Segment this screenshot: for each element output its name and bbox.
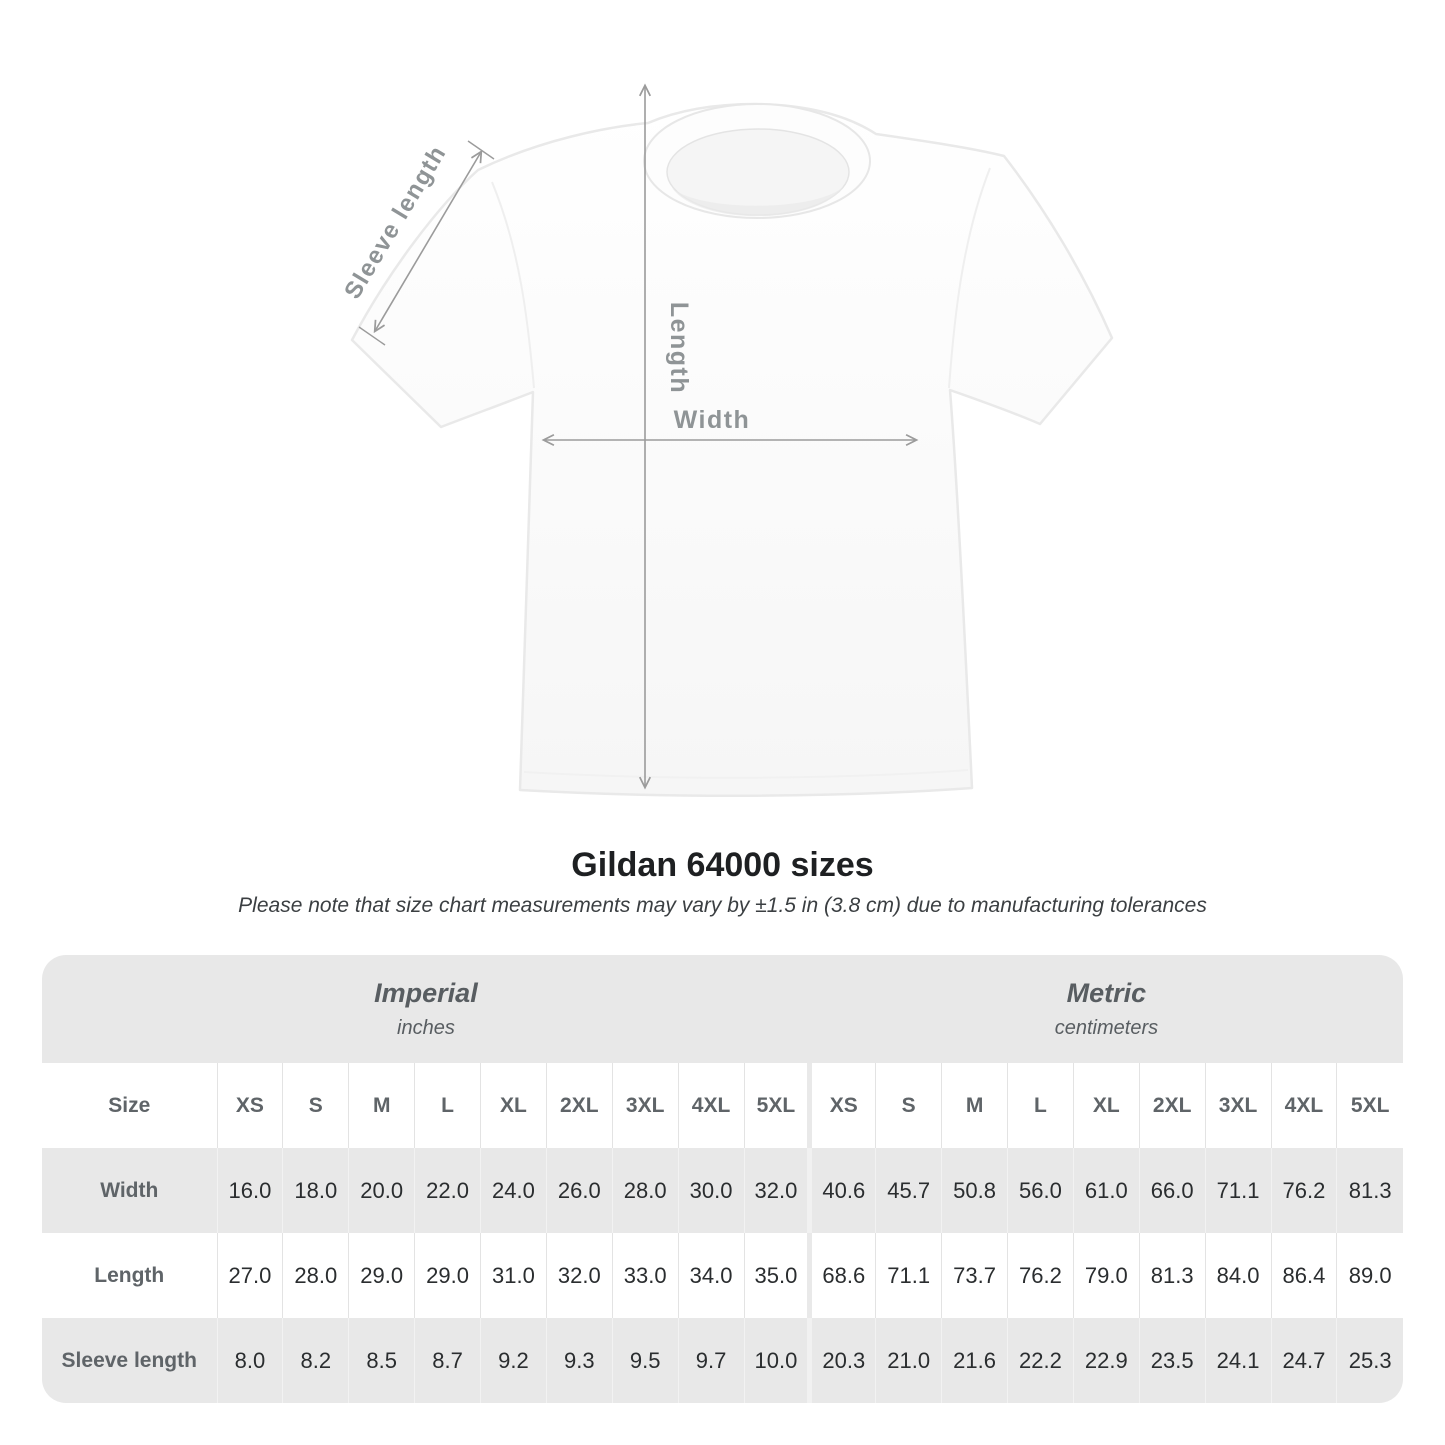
value-cell: 8.0 (216, 1318, 283, 1403)
size-col-imperial-4xl: 4XL (677, 1063, 744, 1148)
value-cell: 9.3 (545, 1318, 613, 1403)
imperial-unit: inches (397, 1016, 455, 1039)
value-cell: 28.0 (611, 1148, 679, 1233)
value-cell: 81.3 (1336, 1148, 1403, 1233)
value-cell: 29.0 (414, 1233, 481, 1318)
value-cell: 25.3 (1336, 1318, 1403, 1403)
value-cell: 31.0 (480, 1233, 547, 1318)
value-cell: 45.7 (875, 1148, 942, 1233)
size-col-metric-s: S (875, 1063, 942, 1148)
value-cell: 66.0 (1138, 1148, 1206, 1233)
value-cell: 8.7 (414, 1318, 481, 1403)
measure-row-length: Length 27.0 28.0 29.0 29.0 31.0 32.0 33.0 34.0 35… (42, 1233, 1403, 1318)
row-label: Width (100, 1178, 159, 1202)
size-col-metric-xs: XS (807, 1063, 876, 1148)
value-cell: 21.0 (875, 1318, 942, 1403)
tshirt-measurement-diagram: Sleeve length Length Width (339, 0, 1114, 798)
length-label: Length (665, 302, 693, 394)
width-label: Width (674, 406, 751, 434)
value-cell: 71.1 (1204, 1148, 1271, 1233)
value-cell: 22.9 (1072, 1318, 1140, 1403)
size-header-row: Size XS S M L XL 2XL 3XL 4XL 5XL XS S M L XL 2XL 3XL 4XL… (42, 1063, 1403, 1148)
tshirt-illustration (350, 102, 1114, 798)
value-cell: 22.0 (414, 1148, 481, 1233)
size-col-metric-4xl: 4XL (1270, 1063, 1337, 1148)
measurement-arrows (358, 86, 916, 787)
measure-row-sleeve-length: Sleeve length 8.0 8.2 8.5 8.7 9.2 9.3 9.5 9.7 10.… (42, 1318, 1403, 1403)
value-cell: 89.0 (1336, 1233, 1403, 1318)
value-cell: 20.3 (807, 1318, 876, 1403)
value-cell: 32.0 (743, 1148, 810, 1233)
size-column-header: Size (108, 1093, 151, 1117)
value-cell: 71.1 (875, 1233, 942, 1318)
size-col-imperial-xs: XS (216, 1063, 283, 1148)
value-cell: 24.1 (1204, 1318, 1271, 1403)
value-cell: 76.2 (1007, 1233, 1074, 1318)
value-cell: 61.0 (1072, 1148, 1140, 1233)
value-cell: 33.0 (611, 1233, 679, 1318)
size-col-metric-m: M (941, 1063, 1008, 1148)
value-cell: 22.2 (1007, 1318, 1074, 1403)
row-label: Sleeve length (61, 1348, 197, 1372)
value-cell: 24.7 (1270, 1318, 1337, 1403)
measure-row-width: Width 16.0 18.0 20.0 22.0 24.0 26.0 28.0 30.0 32.… (42, 1148, 1403, 1233)
size-col-metric-5xl: 5XL (1336, 1063, 1403, 1148)
section-header-row: Imperial inches Metric centimeters (42, 955, 1403, 1063)
value-cell: 35.0 (743, 1233, 810, 1318)
tolerance-note: Please note that size chart measurements… (238, 894, 1207, 917)
page-title: Gildan 64000 sizes (571, 846, 874, 884)
size-col-imperial-xl: XL (480, 1063, 547, 1148)
metric-section-header: Metric centimeters (809, 955, 1403, 1063)
value-cell: 23.5 (1138, 1318, 1206, 1403)
value-cell: 81.3 (1138, 1233, 1206, 1318)
size-chart-table: Imperial inches Metric centimeters Size … (42, 955, 1403, 1403)
sleeve-arrow (375, 152, 481, 331)
value-cell: 30.0 (677, 1148, 744, 1233)
value-cell: 79.0 (1072, 1233, 1140, 1318)
size-col-imperial-3xl: 3XL (611, 1063, 679, 1148)
value-cell: 8.2 (282, 1318, 349, 1403)
value-cell: 18.0 (282, 1148, 349, 1233)
value-cell: 24.0 (480, 1148, 547, 1233)
size-col-imperial-5xl: 5XL (743, 1063, 810, 1148)
size-col-metric-3xl: 3XL (1204, 1063, 1271, 1148)
size-col-imperial-l: L (414, 1063, 481, 1148)
value-cell: 76.2 (1270, 1148, 1337, 1233)
size-col-metric-l: L (1007, 1063, 1074, 1148)
metric-label: Metric (1066, 978, 1147, 1009)
value-cell: 86.4 (1270, 1233, 1337, 1318)
value-cell: 16.0 (216, 1148, 283, 1233)
value-cell: 40.6 (807, 1148, 876, 1233)
value-cell: 32.0 (545, 1233, 613, 1318)
value-cell: 20.0 (348, 1148, 415, 1233)
value-cell: 28.0 (282, 1233, 349, 1318)
value-cell: 68.6 (807, 1233, 876, 1318)
row-label: Length (94, 1263, 165, 1287)
sleeve-arrow-tick-top (467, 140, 495, 160)
value-cell: 10.0 (743, 1318, 810, 1403)
value-cell: 27.0 (216, 1233, 283, 1318)
value-cell: 50.8 (941, 1148, 1008, 1233)
sleeve-arrow-tick-bottom (358, 326, 386, 346)
table-body: Width 16.0 18.0 20.0 22.0 24.0 26.0 28.0 30.0 32.… (42, 1148, 1403, 1403)
size-col-imperial-s: S (282, 1063, 349, 1148)
value-cell: 21.6 (941, 1318, 1008, 1403)
value-cell: 9.5 (611, 1318, 679, 1403)
imperial-section-header: Imperial inches (42, 955, 810, 1063)
imperial-label: Imperial (374, 978, 478, 1009)
value-cell: 8.5 (348, 1318, 415, 1403)
value-cell: 73.7 (941, 1233, 1008, 1318)
value-cell: 34.0 (677, 1233, 744, 1318)
value-cell: 26.0 (545, 1148, 613, 1233)
value-cell: 9.7 (677, 1318, 744, 1403)
value-cell: 29.0 (348, 1233, 415, 1318)
size-col-imperial-2xl: 2XL (545, 1063, 613, 1148)
size-col-imperial-m: M (348, 1063, 415, 1148)
value-cell: 56.0 (1007, 1148, 1074, 1233)
value-cell: 9.2 (480, 1318, 547, 1403)
size-col-metric-2xl: 2XL (1138, 1063, 1206, 1148)
metric-unit: centimeters (1054, 1016, 1159, 1039)
size-col-metric-xl: XL (1072, 1063, 1140, 1148)
value-cell: 84.0 (1204, 1233, 1271, 1318)
